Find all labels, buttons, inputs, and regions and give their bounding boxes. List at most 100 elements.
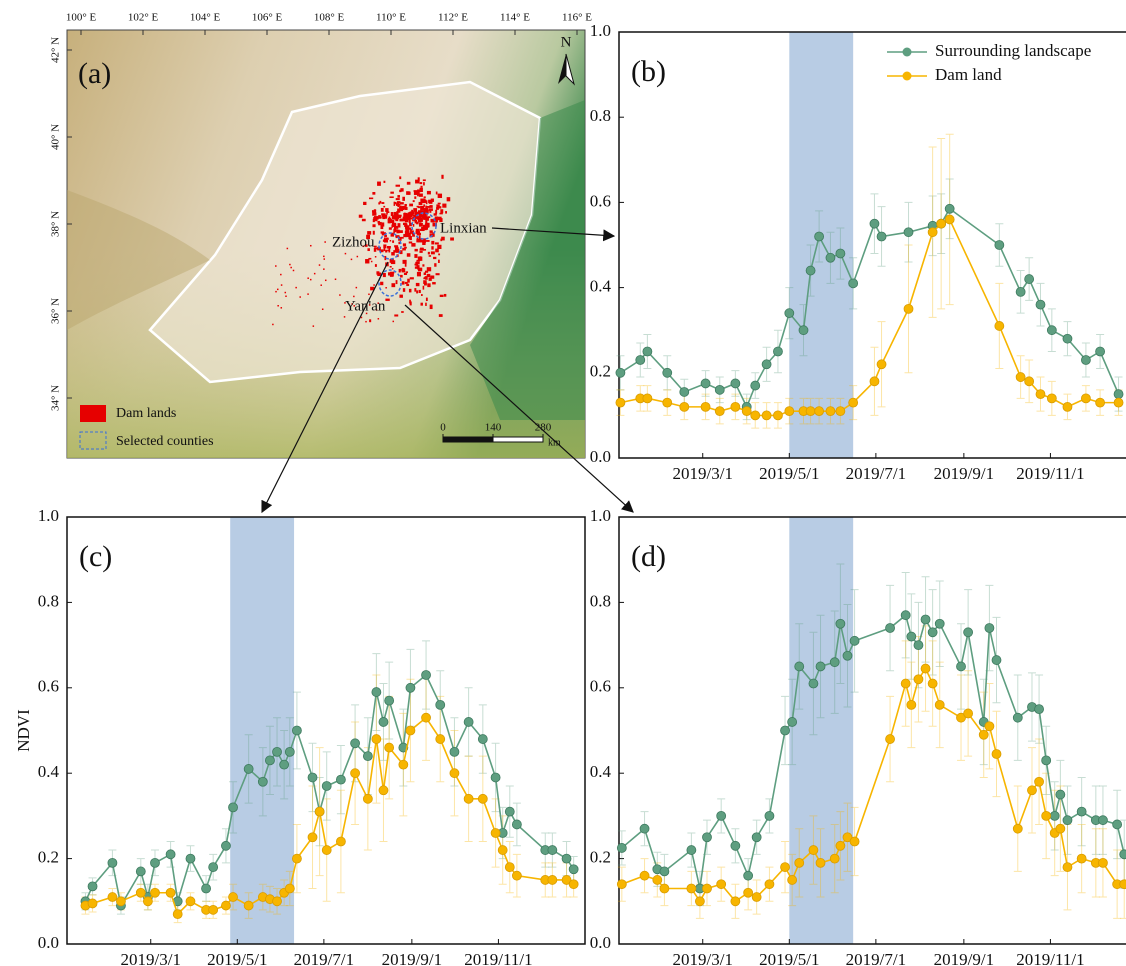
data-point: [150, 858, 159, 867]
data-point: [849, 279, 858, 288]
dam-land-patch: [437, 245, 441, 249]
dam-land-patch: [396, 204, 400, 206]
lon-label: 116° E: [562, 12, 592, 24]
data-point: [773, 347, 782, 356]
dam-land-patch: [431, 241, 434, 245]
data-point: [773, 411, 782, 420]
dam-land-patch: [277, 289, 279, 291]
data-point: [795, 858, 804, 867]
data-point: [273, 897, 282, 906]
dam-land-patch: [414, 288, 416, 292]
dam-land-patch: [421, 294, 423, 296]
data-point: [406, 726, 415, 735]
dam-land-patch: [433, 257, 436, 259]
dam-land-patch: [430, 275, 434, 278]
data-point: [1013, 713, 1022, 722]
data-point: [616, 368, 625, 377]
dam-land-patch: [409, 289, 412, 293]
data-point: [752, 833, 761, 842]
data-point: [687, 846, 696, 855]
highlight-band: [789, 32, 853, 458]
scale-segment: [493, 437, 543, 442]
dam-land-patch: [414, 254, 417, 258]
dam-land-patch: [400, 188, 403, 191]
data-point: [1025, 377, 1034, 386]
data-point: [901, 679, 910, 688]
x-tick-label: 2019/11/1: [464, 950, 532, 966]
data-point: [617, 843, 626, 852]
dam-land-patch: [410, 301, 412, 305]
dam-land-patch: [362, 219, 366, 221]
dam-land-patch: [430, 305, 433, 309]
dam-land-patch: [383, 273, 386, 277]
dam-land-patch: [399, 219, 403, 222]
dam-land-patch: [430, 219, 433, 222]
dam-land-patch: [353, 296, 355, 298]
dam-land-patch: [393, 321, 395, 323]
dam-land-patch: [280, 274, 282, 276]
dam-land-patch: [427, 283, 430, 287]
data-point: [762, 411, 771, 420]
data-point: [1081, 356, 1090, 365]
data-point: [992, 749, 1001, 758]
dam-land-patch: [438, 203, 441, 205]
dam-land-patch: [429, 211, 431, 213]
lat-label: 34° N: [50, 385, 62, 411]
data-point: [464, 717, 473, 726]
dam-land-patch: [431, 251, 435, 254]
dam-land-patch: [427, 206, 430, 208]
data-point: [1036, 390, 1045, 399]
data-point: [795, 662, 804, 671]
data-point: [806, 266, 815, 275]
dam-land-patch: [387, 246, 391, 249]
dam-land-patch: [389, 217, 391, 220]
dam-land-patch: [281, 284, 283, 286]
dam-land-patch: [420, 182, 423, 184]
dam-land-patch: [323, 256, 325, 257]
dam-land-patch: [403, 288, 405, 292]
y-tick-label: 1.0: [590, 506, 611, 525]
data-point: [498, 846, 507, 855]
dam-land-patch: [408, 235, 410, 239]
data-point: [569, 865, 578, 874]
dam-land-patch: [285, 295, 287, 297]
y-tick-label: 0.6: [38, 677, 59, 696]
dam-land-patch: [416, 290, 418, 293]
dam-land-patch: [363, 202, 366, 205]
data-point: [1047, 326, 1056, 335]
y-tick-label: 0.2: [38, 848, 59, 867]
data-point: [258, 777, 267, 786]
dam-land-patch: [281, 307, 283, 309]
data-point: [914, 641, 923, 650]
data-point: [663, 398, 672, 407]
dam-land-patch: [287, 248, 289, 250]
dam-land-patch: [444, 294, 446, 297]
data-point: [450, 769, 459, 778]
dam-land-patch: [314, 273, 316, 275]
data-point: [136, 867, 145, 876]
dam-land-patch: [394, 202, 396, 204]
dam-land-patch: [438, 194, 442, 198]
lat-label: 36° N: [50, 298, 62, 324]
data-point: [202, 884, 211, 893]
data-point: [1035, 777, 1044, 786]
data-point: [877, 232, 886, 241]
dam-land-patch: [410, 231, 412, 234]
data-point: [836, 619, 845, 628]
data-point: [308, 773, 317, 782]
dam-land-patch: [426, 298, 428, 301]
data-point: [265, 756, 274, 765]
data-point: [1042, 811, 1051, 820]
dam-land-patch: [414, 191, 418, 195]
data-point: [877, 360, 886, 369]
dam-land-patch: [417, 272, 421, 276]
data-point: [1050, 811, 1059, 820]
x-tick-label: 2019/3/1: [673, 464, 733, 483]
data-point: [680, 387, 689, 396]
dam-land-patch: [351, 259, 353, 261]
data-point: [907, 700, 916, 709]
dam-land-patch: [375, 264, 377, 267]
data-point: [653, 875, 662, 884]
data-point: [221, 901, 230, 910]
dam-land-patch: [390, 192, 394, 194]
